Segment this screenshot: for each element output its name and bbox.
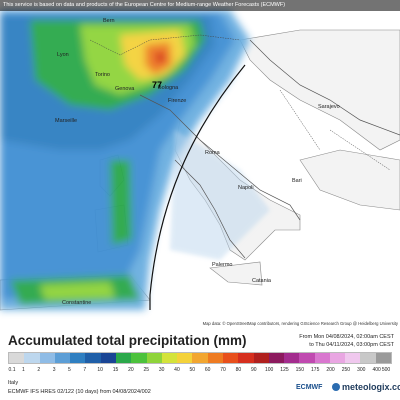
- legend-tick-label: 40: [174, 367, 180, 373]
- legend-tick-label: 90: [250, 367, 257, 373]
- ecmwf-logo: ECMWF: [296, 384, 323, 391]
- map-attribution: Map data: © OpenStreetMap contributors, …: [201, 321, 399, 326]
- legend-swatch: [9, 353, 25, 363]
- legend-swatch: [54, 353, 71, 363]
- max-value-marker: 77: [152, 80, 163, 90]
- legend-tick-label: 80: [235, 367, 242, 373]
- precipitation-map[interactable]: This service is based on data and produc…: [0, 0, 400, 327]
- place-label-torino: Torino: [95, 72, 110, 78]
- legend-swatch: [207, 353, 223, 363]
- precipitation-overlay: [0, 10, 250, 310]
- legend-swatch: [222, 353, 239, 363]
- legend-swatch: [314, 353, 330, 363]
- legend-tick-label: 125: [280, 367, 289, 373]
- legend-swatch: [284, 353, 300, 363]
- coastlines: [139, 39, 400, 259]
- data-source-banner: This service is based on data and produc…: [0, 0, 400, 11]
- legend-tick-label: 5: [68, 367, 71, 373]
- model-run-info: ECMWF IFS HRES 02/122 (10 days) from 04/…: [8, 389, 151, 395]
- legend-tick-label: 60: [204, 367, 211, 373]
- legend-swatch: [192, 353, 208, 363]
- borders: [89, 34, 391, 171]
- place-label-lyon: Lyon: [57, 52, 69, 58]
- legend-swatch: [268, 353, 285, 363]
- legend-tick-label: 20: [128, 367, 134, 373]
- legend-tick-label: 250: [341, 367, 351, 373]
- legend-swatch: [146, 353, 162, 363]
- legend-swatch: [360, 353, 376, 363]
- legend-swatch: [299, 353, 315, 363]
- legend-tick-label: 1: [21, 367, 25, 373]
- map-layer: [0, 10, 400, 311]
- place-label-napoli: Napoli: [238, 185, 254, 191]
- legend-tick-label: 7: [83, 367, 87, 373]
- place-label-sarajevo: Sarajevo: [318, 104, 340, 110]
- legend-tick-label: 70: [220, 367, 226, 373]
- period-from: From Mon 04/08/2024, 02:00am CEST: [299, 334, 394, 340]
- meteologix-logo[interactable]: meteologix.com: [332, 382, 400, 392]
- legend-tick-label: 150: [295, 367, 304, 373]
- legend-swatch: [24, 353, 40, 363]
- light-precip-east: [170, 130, 270, 260]
- place-label-bari: Bari: [292, 178, 302, 184]
- legend-tick-label: 400: [372, 367, 381, 373]
- legend-ticks: 0.1 1 2 3 5 7 10 15 20 25 30 40 50 60 70 80 90 100 125 150 1…: [8, 367, 392, 375]
- legend-tick-label: 300: [357, 367, 366, 373]
- legend-swatch: [238, 353, 254, 363]
- place-label-catania: Catania: [252, 278, 271, 284]
- chart-title: Accumulated total precipitation (mm): [8, 333, 247, 348]
- legend-swatch: [375, 353, 392, 363]
- legend-swatch: [345, 353, 361, 363]
- legend-tick-label: 200: [326, 367, 335, 373]
- place-label-roma: Roma: [205, 150, 220, 156]
- legend-tick-label: 100: [264, 367, 274, 373]
- legend-swatch: [100, 353, 116, 363]
- legend-swatch: [177, 353, 193, 363]
- legend-tick-label: 175: [311, 367, 320, 373]
- legend-swatch: [131, 353, 147, 363]
- legend-tick-label: 15: [112, 367, 119, 373]
- legend-tick-label: 0.1: [8, 367, 16, 373]
- place-label-marseille: Marseille: [55, 118, 78, 124]
- place-label-bern: Bern: [103, 18, 115, 24]
- place-label-palermo: Palermo: [212, 262, 233, 268]
- legend-tick-label: 30: [158, 367, 165, 373]
- place-label-genova: Genova: [115, 86, 135, 92]
- legend-swatch: [253, 353, 269, 363]
- legend-tick-label: 25: [143, 367, 150, 373]
- legend-tick-label: 3: [52, 367, 56, 373]
- legend-swatch: [70, 353, 86, 363]
- place-label-bologna: Bologna: [158, 85, 179, 91]
- legend-swatch: [39, 353, 55, 363]
- legend-tick-label: 500: [381, 367, 391, 373]
- legend-tick-label: 10: [97, 367, 103, 373]
- legend-swatch: [85, 353, 101, 363]
- place-label-constantine: Constantine: [62, 300, 92, 306]
- legend-tick-label: 2: [37, 367, 41, 373]
- legend-swatch: [161, 353, 178, 363]
- legend-tick-label: 50: [189, 367, 196, 373]
- legend-swatch: [329, 353, 346, 363]
- place-label-firenze: Firenze: [168, 98, 187, 104]
- cross-section-line: [149, 64, 246, 310]
- color-scale-legend: [8, 352, 392, 364]
- meteologix-icon: [332, 383, 340, 391]
- period-to: to Thu 04/11/2024, 03:00pm CEST: [309, 342, 394, 348]
- brand-name: meteologix.com: [342, 382, 400, 392]
- region-label: Italy: [8, 380, 19, 386]
- legend-swatch: [115, 353, 132, 363]
